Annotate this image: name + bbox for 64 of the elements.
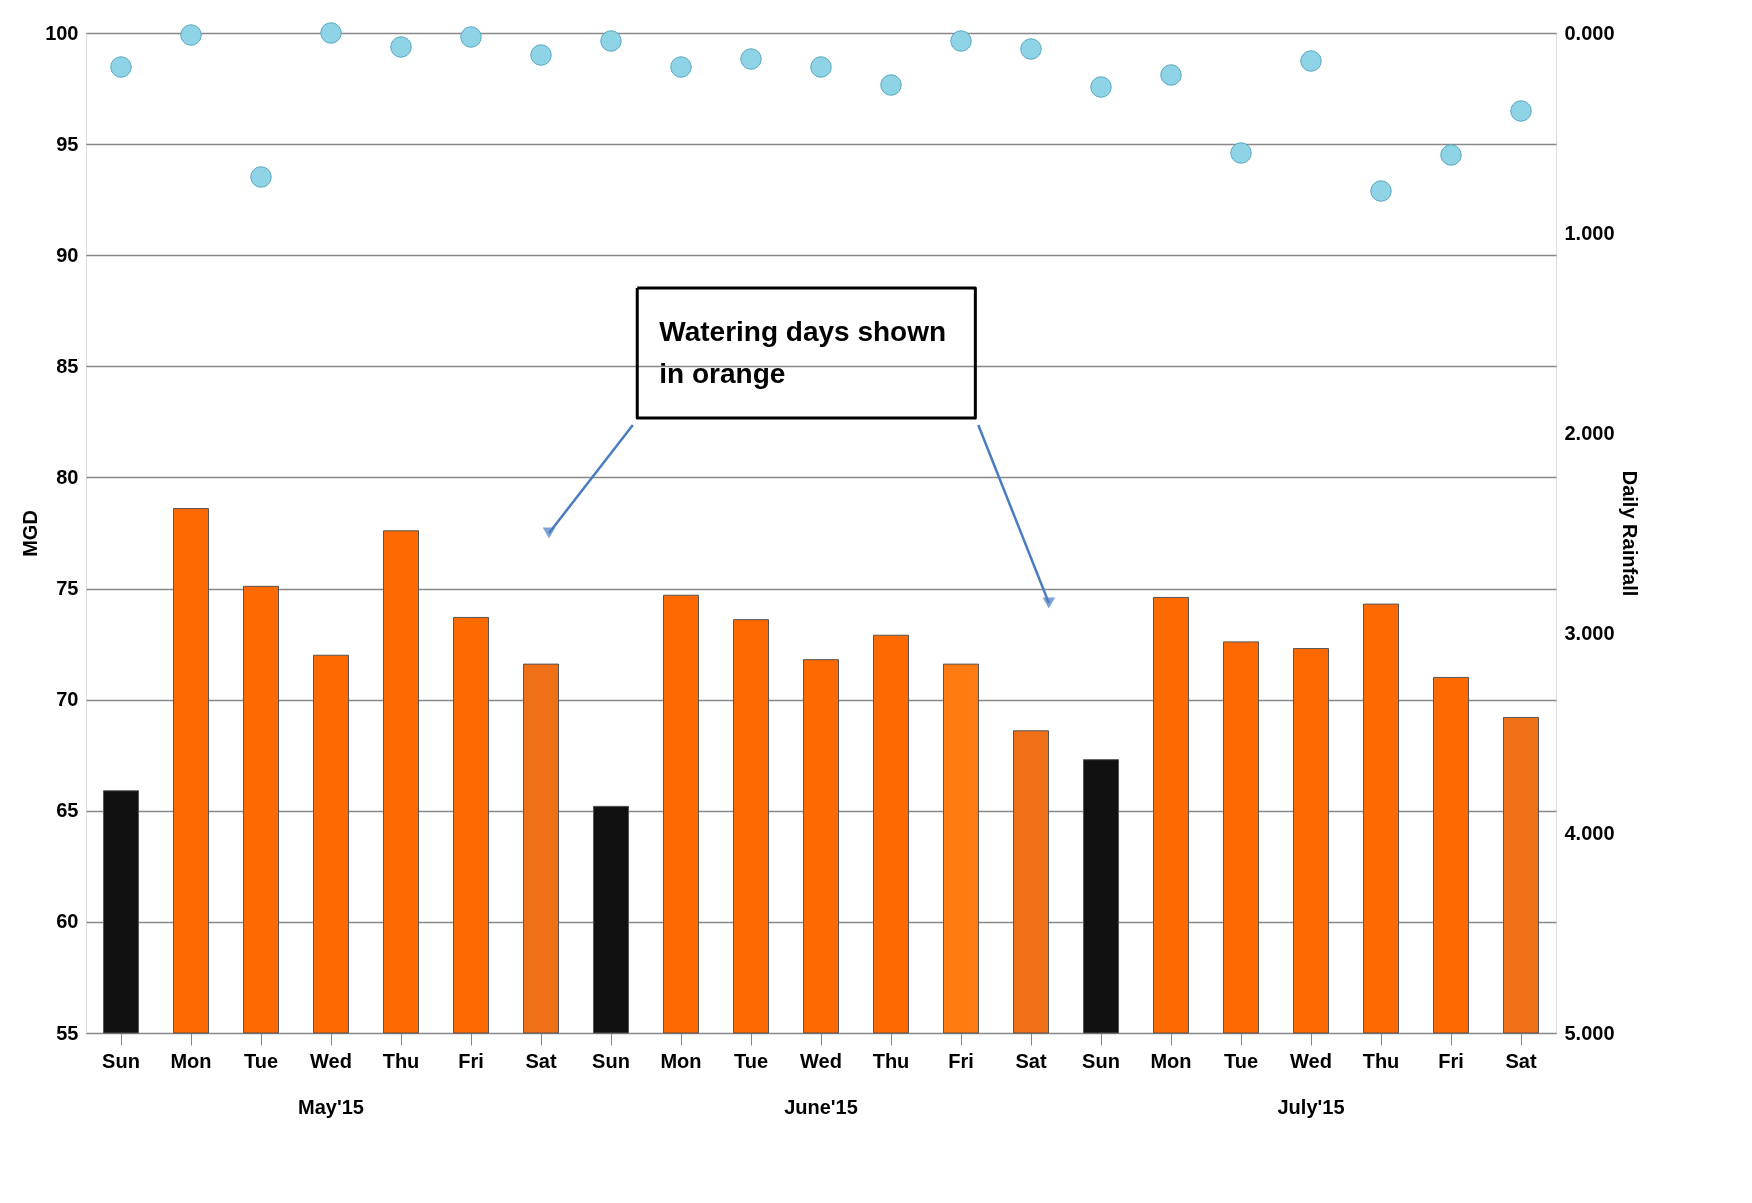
x-tick-label: Tue	[243, 1049, 279, 1072]
point	[740, 48, 762, 70]
x-tick-label: Thu	[1362, 1049, 1400, 1072]
y-tick-label: 95	[56, 132, 79, 155]
point	[950, 30, 972, 52]
point	[810, 56, 832, 78]
y-tick-label: 60	[56, 910, 79, 933]
x-tick-label: Sun	[1082, 1049, 1120, 1072]
point	[1300, 50, 1322, 72]
point	[880, 74, 902, 96]
y-tick-label: 90	[56, 243, 79, 266]
x-tick-label: Fri	[1438, 1049, 1464, 1072]
y2-tick-label: 5.000	[1564, 1021, 1615, 1044]
point	[320, 22, 342, 44]
point	[180, 24, 202, 46]
y-tick-label: 75	[56, 577, 79, 600]
point	[1230, 142, 1252, 164]
x-tick-label: Sat	[525, 1049, 557, 1072]
point	[670, 56, 692, 78]
x-tick-label: Sat	[1505, 1049, 1537, 1072]
y-tick-label: 100	[45, 21, 79, 44]
y-tick-label: 65	[56, 799, 79, 822]
y2-axis-title: Daily Rainfall	[1618, 470, 1641, 597]
x-tick-label: Sat	[1015, 1049, 1047, 1072]
y2-tick-label: 4.000	[1564, 821, 1615, 844]
text: June'15	[784, 1096, 858, 1118]
y2-tick-label: 0.000	[1564, 21, 1615, 44]
x-tick-label: Mon	[170, 1049, 212, 1072]
x-tick-label: Mon	[660, 1049, 702, 1072]
y2-tick-label: 3.000	[1564, 621, 1615, 644]
x-tick-label: Sun	[102, 1049, 140, 1072]
point	[1090, 76, 1112, 98]
point	[110, 56, 132, 78]
x-tick-label: Wed	[1290, 1049, 1332, 1072]
x-tick-label: Mon	[1150, 1049, 1192, 1072]
x-tick-label: Wed	[800, 1049, 842, 1072]
point	[530, 44, 552, 66]
x-tick-label: Wed	[310, 1049, 352, 1072]
text: July'15	[1277, 1096, 1345, 1118]
point	[250, 166, 272, 188]
y-tick-label: 85	[56, 354, 79, 377]
x-tick-label: Fri	[948, 1049, 974, 1072]
text: May'15	[298, 1096, 364, 1118]
y2-tick-label: 1.000	[1564, 221, 1615, 244]
y-tick-label: 70	[56, 688, 79, 711]
point	[600, 30, 622, 52]
x-tick-label: Thu	[382, 1049, 420, 1072]
x-tick-label: Thu	[872, 1049, 910, 1072]
point	[1160, 64, 1182, 86]
point	[1020, 38, 1042, 60]
y-axis-title: MGD	[19, 510, 42, 557]
y-tick-label: 80	[56, 465, 79, 488]
point	[1440, 144, 1462, 166]
x-tick-label: Fri	[458, 1049, 484, 1072]
y-tick-label: 55	[56, 1021, 79, 1044]
y2-tick-label: 2.000	[1564, 421, 1615, 444]
annotation: Watering days shown in orange	[659, 316, 947, 389]
point	[1510, 100, 1532, 122]
x-tick-label: Tue	[1223, 1049, 1259, 1072]
point	[390, 36, 412, 58]
point	[1370, 180, 1392, 202]
x-tick-label: Sun	[592, 1049, 630, 1072]
point	[460, 26, 482, 48]
x-tick-label: Tue	[733, 1049, 769, 1072]
